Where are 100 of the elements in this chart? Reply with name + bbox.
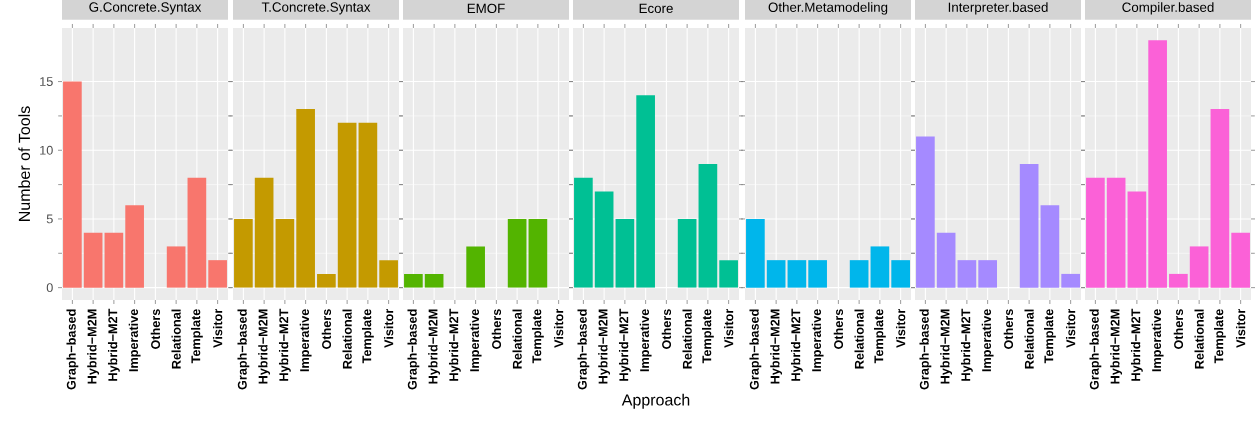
y-tick-label: 15 [40,77,53,86]
bar [1086,177,1105,288]
bar [574,177,593,288]
x-tick-label: Graph−based [407,309,420,390]
x-tick-label: Hybrid−M2T [107,308,120,381]
chart-title: Compiler.based [1122,2,1214,15]
bar [1189,246,1209,288]
x-tick-label: Template [190,309,203,364]
x-tick-label: Hybrid−M2M [598,309,611,384]
bar [698,164,718,288]
bar [63,81,82,288]
bar [275,218,295,288]
x-tick-label: Others [661,309,672,350]
x-tick-label: Relational [171,309,181,369]
bar [1061,273,1080,288]
x-tick-label: Imperative [469,309,482,372]
x-tick-label: Imperative [128,309,141,372]
x-tick-label: Visitor [212,308,223,348]
x-tick-label: Hybrid−M2M [940,309,953,384]
x-tick-label: Others [1173,309,1184,350]
bar [936,232,956,288]
x-tick-label: Template [1213,309,1226,364]
bar [317,273,336,288]
x-tick-label: Imperative [1151,309,1164,372]
bar [719,260,738,288]
x-tick-label: Graph−based [577,309,590,390]
x-tick-label: Imperative [299,309,312,372]
bar [1040,205,1060,288]
chart-title: T.Concrete.Syntax [261,2,371,15]
x-tick-label: Hybrid−M2T [278,308,291,381]
x-tick-label: Template [531,309,544,364]
bar [978,260,997,288]
x-tick-label: Visitor [383,308,394,348]
x-tick-label: Relational [682,309,692,369]
x-tick-label: Hybrid−M2M [770,309,783,384]
x-tick-label: Visitor [553,308,564,348]
x-tick-label: Relational [854,309,864,369]
bar [125,205,144,288]
bar [1106,177,1126,288]
bar [1169,273,1188,288]
bar [83,232,103,288]
x-tick-label: Graph−based [1089,309,1102,390]
x-tick-label: Template [1043,309,1056,364]
x-tick-label: Hybrid−M2M [428,309,441,384]
x-tick-label: Relational [1194,309,1204,369]
bar [615,218,635,288]
x-tick-label: Hybrid−M2T [790,308,803,381]
bar [208,260,227,288]
x-tick-label: Visitor [895,308,906,348]
bar [957,260,977,288]
bar [594,191,614,288]
bar [636,95,655,288]
x-tick-label: Template [361,309,374,364]
bar [358,122,378,288]
bar [234,218,253,288]
chart-title: Ecore [639,3,673,14]
x-tick-label: Visitor [1235,308,1246,348]
x-tick-label: Relational [1024,309,1034,369]
x-tick-label: Graph−based [919,309,932,390]
x-tick-label: Hybrid−M2T [1130,308,1143,381]
y-tick-label: 10 [40,145,53,155]
bar [104,232,124,288]
x-tick-label: Imperative [639,309,652,372]
chart-title: Other.Metamodeling [768,2,888,15]
bar [916,136,935,288]
chart-title: G.Concrete.Syntax [89,2,202,15]
x-axis-title: Approach [621,393,690,409]
x-tick-label: Hybrid−M2M [1110,309,1123,384]
x-tick-label: Visitor [1065,308,1076,348]
x-tick-label: Others [150,309,161,350]
x-tick-label: Graph−based [66,309,79,390]
bar [1019,164,1039,288]
x-tick-label: Visitor [723,308,734,348]
x-tick-label: Others [491,309,502,350]
x-tick-label: Others [321,309,332,350]
y-tick-label: 0 [46,283,53,293]
chart-title: Interpreter.based [948,2,1048,15]
chart-title: EMOF [467,3,505,14]
bar [296,109,315,288]
x-tick-label: Hybrid−M2M [258,309,271,384]
x-tick-label: Graph−based [749,309,762,390]
bar [166,246,186,288]
x-tick-label: Others [1003,309,1014,350]
bar [1231,232,1250,288]
x-tick-label: Others [833,309,844,350]
bar [677,218,697,288]
x-tick-label: Hybrid−M2T [618,308,631,381]
bar [254,177,274,288]
bar [1210,109,1230,288]
x-tick-label: Template [873,309,886,364]
x-tick-label: Hybrid−M2T [448,308,461,381]
x-tick-label: Graph−based [237,309,250,390]
bar [1127,191,1147,288]
bar [1148,40,1167,288]
x-tick-label: Hybrid−M2M [87,309,100,384]
bar [187,177,207,288]
x-tick-label: Template [701,309,714,364]
x-tick-label: Imperative [981,309,994,372]
y-tick-label: 5 [46,214,53,224]
x-tick-label: Hybrid−M2T [960,308,973,381]
